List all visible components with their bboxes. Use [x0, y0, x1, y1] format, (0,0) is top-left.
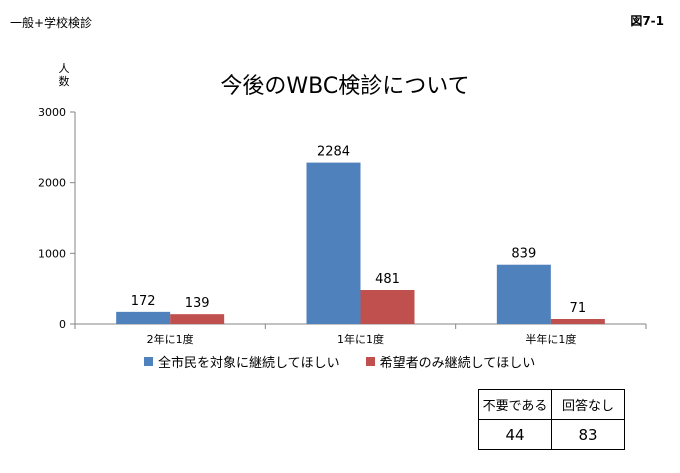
section-label: 一般+学校検診: [10, 16, 93, 30]
chart-legend: 全市民を対象に継続してほしい 希望者のみ継続してほしい: [144, 352, 535, 371]
y-axis-label-char: 人: [58, 62, 70, 75]
data-label: 172: [131, 294, 156, 309]
summary-header-cell: 回答なし: [551, 389, 625, 420]
bar-chart: 0 1000 2000 3000 2年に1度 172 139 1年に1度 2284 481 半年に1…: [38, 106, 647, 346]
legend-item-series-2: 希望者のみ継続してほしい: [365, 352, 536, 371]
x-tick-label: 1年に1度: [337, 332, 384, 346]
y-tick-label: 2000: [38, 177, 66, 190]
bar-2: [360, 290, 415, 324]
data-label: 71: [570, 301, 587, 316]
legend-label-series-2: 希望者のみ継続してほしい: [379, 356, 536, 371]
summary-value-cell: 44: [478, 419, 552, 450]
figure-number: 図7-1: [630, 14, 664, 28]
legend-item-series-1: 全市民を対象に継続してほしい: [144, 352, 340, 371]
summary-header-row: 不要である 回答なし: [478, 389, 625, 420]
summary-value-row: 44 83: [478, 419, 625, 450]
legend-label-series-1: 全市民を対象に継続してほしい: [158, 356, 340, 371]
data-label: 2284: [317, 145, 350, 160]
bar-1: [306, 162, 361, 324]
legend-swatch-series-1: [144, 357, 153, 366]
summary-table: 不要である 回答なし 44 83: [478, 389, 625, 450]
chart-title: 今後のWBC検診について: [220, 74, 470, 99]
summary-header-cell: 不要である: [478, 389, 552, 420]
y-axis-label: 人数: [56, 62, 72, 88]
x-tick-label: 半年に1度: [525, 332, 576, 346]
data-label: 139: [185, 296, 210, 311]
bar-2: [550, 318, 605, 324]
y-tick-label: 0: [59, 318, 66, 331]
bar-1: [116, 311, 171, 324]
bar-2: [170, 314, 225, 324]
x-tick-label: 2年に1度: [147, 332, 194, 346]
y-tick-label: 1000: [38, 247, 66, 260]
summary-value-cell: 83: [551, 419, 625, 450]
y-tick-label: 3000: [38, 106, 66, 119]
y-axis-label-char: 数: [58, 75, 70, 88]
data-label: 839: [511, 247, 536, 262]
legend-swatch-series-2: [365, 357, 375, 366]
bar-1: [496, 264, 551, 324]
data-label: 481: [375, 272, 400, 287]
